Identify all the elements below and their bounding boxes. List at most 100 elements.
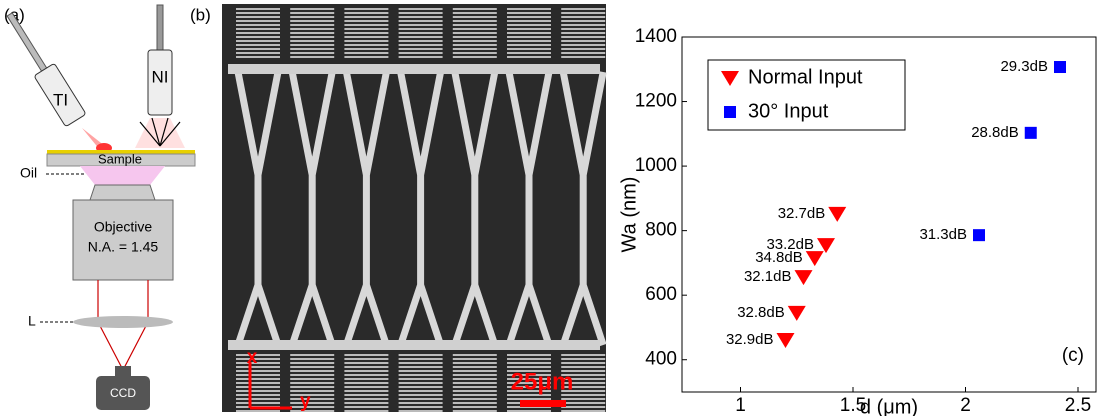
axes-arrows [248, 362, 292, 410]
grating-line [452, 40, 497, 42]
point-label: 31.3dB [919, 226, 967, 243]
grating-line [398, 24, 443, 26]
fiber-ti [6, 12, 86, 127]
grating-line [398, 40, 443, 42]
grating-line [398, 16, 443, 18]
grating-line [398, 366, 443, 368]
grating-line [452, 28, 497, 30]
grating-line [561, 40, 606, 42]
grating-line [507, 394, 551, 396]
grating-line [290, 378, 335, 380]
grating-line [452, 16, 497, 18]
grating-line [507, 12, 551, 14]
grating-line [236, 402, 280, 404]
marker [1054, 61, 1066, 74]
scale-bar [520, 400, 566, 407]
y-axis-label: Wa (nm) [618, 177, 640, 253]
grating-line [452, 36, 497, 38]
sem-structures [228, 8, 607, 412]
grating-line [507, 370, 551, 372]
grating-line [507, 24, 551, 26]
x-tick-label: 1.5 [840, 395, 866, 416]
grating-line [561, 390, 606, 392]
marker [1024, 126, 1037, 139]
grating-line [507, 374, 551, 376]
grating-line [398, 358, 443, 360]
grating-line [344, 354, 389, 356]
grating-line [290, 16, 335, 18]
grating-line [507, 386, 551, 388]
grating-line [290, 358, 335, 360]
grating-line [344, 40, 389, 42]
panel-label: (b) [190, 5, 211, 24]
grating-line [452, 32, 497, 34]
grating-line [290, 370, 335, 372]
sample-label: Sample [98, 151, 142, 166]
grating-line [290, 32, 335, 34]
grating-line [398, 394, 443, 396]
grating-line [561, 354, 606, 356]
grating-line [561, 32, 606, 34]
grating-line [452, 52, 497, 54]
grating-line [507, 28, 551, 30]
grating-line [398, 32, 443, 34]
grating-line [561, 12, 606, 14]
grating-line [398, 28, 443, 30]
grating-line [561, 394, 606, 396]
grating-line [452, 374, 497, 376]
grating-line [507, 44, 551, 46]
grating-line [344, 358, 389, 360]
marker [794, 270, 813, 286]
legend-label: 30° Input [748, 100, 829, 122]
grating-line [507, 36, 551, 38]
point-label: 32.9dB [726, 331, 774, 348]
grating-line [452, 56, 497, 58]
grating-line [561, 370, 606, 372]
oil-label: Oil [20, 165, 37, 181]
fiber-label: TI [53, 90, 68, 109]
grating-line [561, 24, 606, 26]
coupler-bar [228, 64, 600, 74]
grating-line [344, 386, 389, 388]
grating-line [452, 354, 497, 356]
x-tick-label: 2 [960, 395, 971, 416]
grating-line [290, 56, 335, 58]
grating-line [236, 394, 280, 396]
grating-line [236, 56, 280, 58]
grating-line [236, 24, 280, 26]
panel-label: (c) [1062, 345, 1084, 366]
grating-line [290, 52, 335, 54]
grating-line [507, 56, 551, 58]
grating-line [398, 36, 443, 38]
grating-line [236, 12, 280, 14]
grating-line [561, 20, 606, 22]
grating-line [290, 386, 335, 388]
marker [721, 71, 739, 86]
grating-line [344, 374, 389, 376]
grating-line [452, 20, 497, 22]
grating-line [507, 40, 551, 42]
waveguide [505, 71, 553, 347]
grating-line [236, 362, 280, 364]
grating-line [561, 28, 606, 30]
grating-line [344, 8, 389, 10]
grating-line [344, 370, 389, 372]
grating-line [561, 410, 606, 412]
grating-line [236, 48, 280, 50]
grating-line [290, 36, 335, 38]
x-tick-label: 2.5 [1065, 395, 1091, 416]
grating-line [507, 410, 551, 412]
grating-line [290, 40, 335, 42]
grating-line [452, 386, 497, 388]
grating-line [344, 366, 389, 368]
grating-line [344, 12, 389, 14]
grating-line [236, 8, 280, 10]
grating-line [236, 382, 280, 384]
grating-line [344, 48, 389, 50]
marker [724, 106, 736, 118]
marker [805, 251, 824, 267]
point-label: 32.8dB [737, 304, 785, 321]
grating-line [236, 390, 280, 392]
grating-line [398, 382, 443, 384]
grating-line [452, 12, 497, 14]
